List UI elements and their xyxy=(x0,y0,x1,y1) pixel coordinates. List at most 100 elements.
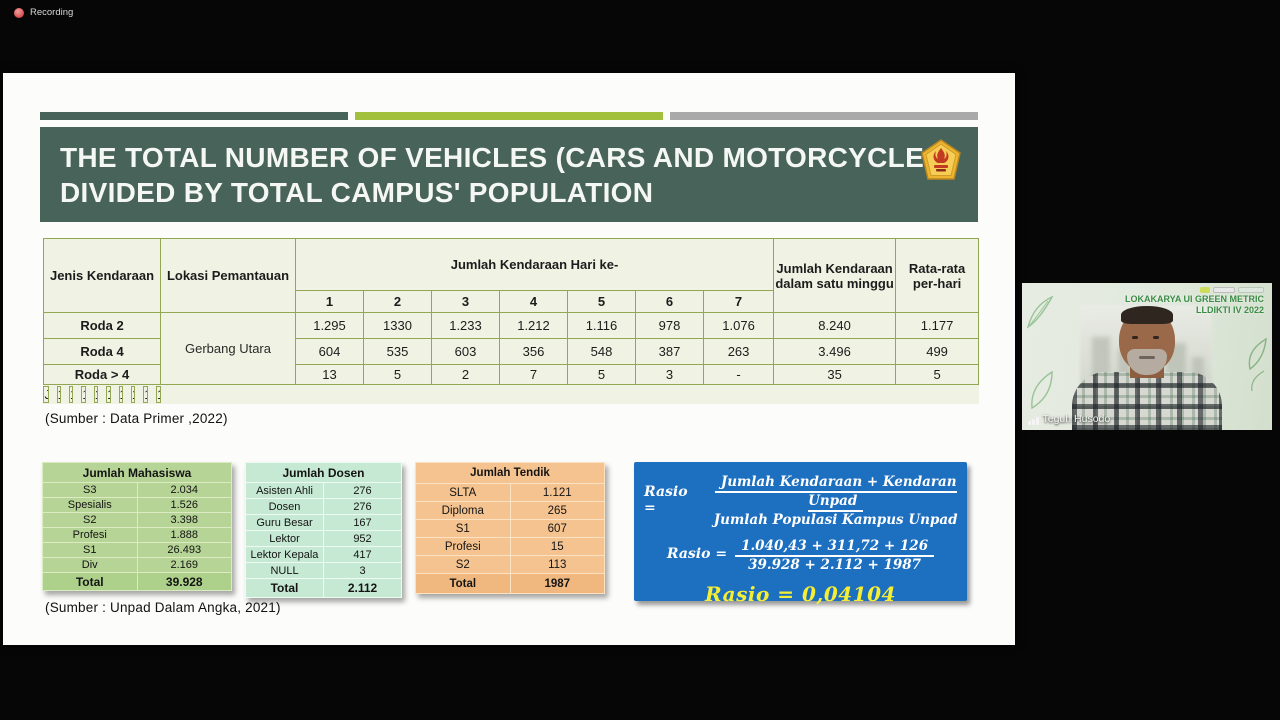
rasio-label: Rasio = xyxy=(666,546,728,562)
daily-avg: 1.177 xyxy=(895,312,980,339)
value-cell: 15 xyxy=(509,537,605,556)
mahasiswa-table: Jumlah Mahasiswa S3 2.034 Spesialis 1.526 … xyxy=(42,462,232,591)
row-label: Roda 4 xyxy=(43,338,161,365)
day-value: 3 xyxy=(635,364,704,385)
value-cell: 113 xyxy=(509,555,605,574)
daily-avg: 5 xyxy=(895,364,980,385)
table-footer-row-jumlah: Jumlah 1.912 1.870 1.838 1.775 1.669 1.3… xyxy=(43,385,161,404)
value-cell: 417 xyxy=(323,546,402,563)
table-header-row: Jenis Kendaraan Lokasi Pemantauan Jumlah… xyxy=(43,238,980,313)
day-header: 1 xyxy=(295,290,364,313)
tendik-table-title: Jumlah Tendik xyxy=(415,462,605,484)
table-total-row: Total 2.112 xyxy=(245,578,402,598)
value-cell: 3.398 xyxy=(136,512,232,528)
table-row: Asisten Ahli 276 xyxy=(245,482,402,499)
recording-label: Recording xyxy=(30,7,74,18)
day-value: 387 xyxy=(635,338,704,365)
day-header: 4 xyxy=(499,290,568,313)
day-total: 1.669 xyxy=(106,386,111,403)
table-row: S1 26.493 xyxy=(42,542,232,558)
header-rata-rata: Rata-rata per-hari xyxy=(895,238,980,313)
total-label: Total xyxy=(415,573,511,594)
daily-avg: 499 xyxy=(895,338,980,365)
day-total: 1.912 xyxy=(56,386,61,403)
day-total: 1.368 xyxy=(118,386,123,403)
event-title-line2: LLDIKTI IV 2022 xyxy=(1195,305,1264,315)
category-cell: Div xyxy=(42,557,138,573)
fraction-numerator: Jumlah Kendaraan + Kendaran Unpad xyxy=(714,474,957,512)
webcam-tile[interactable]: LOKAKARYA UI GREEN METRIC LLDIKTI IV 202… xyxy=(1022,283,1272,430)
header-jenis-kendaraan: Jenis Kendaraan xyxy=(43,238,161,313)
value-cell: 276 xyxy=(323,498,402,515)
signal-bars-icon xyxy=(1028,417,1039,425)
day-header: 5 xyxy=(567,290,636,313)
day-value: 356 xyxy=(499,338,568,365)
day-header: 7 xyxy=(702,290,775,313)
day-header: 6 xyxy=(635,290,704,313)
day-value: 548 xyxy=(567,338,636,365)
day-total: 1.775 xyxy=(93,386,99,403)
day-value: 535 xyxy=(363,338,432,365)
table-row: Guru Besar 167 xyxy=(245,514,402,531)
value-cell: 1.526 xyxy=(136,497,232,513)
category-cell: Profesi xyxy=(415,537,511,556)
event-logo-icon xyxy=(1213,287,1235,293)
mahasiswa-table-title: Jumlah Mahasiswa xyxy=(42,462,232,483)
accent-bar-gray xyxy=(670,112,978,120)
day-total: 1.838 xyxy=(81,386,86,403)
day-value: 978 xyxy=(635,312,704,339)
value-cell: 167 xyxy=(323,514,402,531)
table-row: Spesialis 1.526 xyxy=(42,497,232,513)
leaf-doodle-icon xyxy=(1248,337,1267,392)
table-row: Diploma 265 xyxy=(415,501,605,520)
table-row: Profesi 1.888 xyxy=(42,527,232,543)
formula-fraction-symbolic: Jumlah Kendaraan + Kendaran Unpad Jumlah… xyxy=(704,471,967,528)
vehicle-count-table: Jenis Kendaraan Lokasi Pemantauan Jumlah… xyxy=(43,238,980,404)
week-total: 35 xyxy=(773,364,897,385)
dosen-table: Jumlah Dosen Asisten Ahli 276 Dosen 276 Gu… xyxy=(245,462,402,598)
row-label: Roda > 4 xyxy=(43,364,161,385)
row-label: Roda 2 xyxy=(43,312,161,339)
table-row: S3 2.034 xyxy=(42,482,232,498)
week-total: 8.240 xyxy=(773,312,897,339)
total-value: 39.928 xyxy=(136,572,232,591)
fraction-denominator: Jumlah Populasi Kampus Unpad xyxy=(713,512,958,528)
value-cell: 952 xyxy=(323,530,402,547)
day-value: 603 xyxy=(431,338,500,365)
day-value: - xyxy=(702,364,775,385)
presentation-slide: THE TOTAL NUMBER OF VEHICLES (CARS AND M… xyxy=(3,73,1015,645)
category-cell: SLTA xyxy=(415,483,511,502)
header-lokasi-pemantauan: Lokasi Pemantauan xyxy=(160,238,296,313)
value-cell: 265 xyxy=(509,501,605,520)
event-title-line1: LOKAKARYA UI GREEN METRIC xyxy=(1124,294,1264,304)
unpad-logo-icon xyxy=(921,139,961,180)
recording-indicator[interactable]: Recording xyxy=(14,7,73,18)
category-cell: Asisten Ahli xyxy=(245,482,324,499)
table-row: Div 2.169 xyxy=(42,557,232,573)
source-caption-primary: (Sumber : Data Primer ,2022) xyxy=(45,411,228,426)
lokasi-value: Gerbang Utara xyxy=(160,312,296,385)
day-value: 13 xyxy=(295,364,364,385)
day-total: 1.339 xyxy=(130,386,136,403)
total-label: Total xyxy=(42,572,138,591)
day-value: 1.116 xyxy=(567,312,636,339)
event-banner: LOKAKARYA UI GREEN METRIC LLDIKTI IV 202… xyxy=(1125,287,1264,316)
tendik-table: Jumlah Tendik SLTA 1.121 Diploma 265 S1 607… xyxy=(415,462,605,594)
category-cell: S1 xyxy=(415,519,511,538)
table-row: Profesi 15 xyxy=(415,537,605,556)
table-row: S1 607 xyxy=(415,519,605,538)
category-cell: Spesialis xyxy=(42,497,138,513)
table-row-roda2: Roda 2 Gerbang Utara 1.295 1330 1.233 1.… xyxy=(43,312,980,385)
total-label: Total xyxy=(245,578,324,598)
category-cell: S1 xyxy=(42,542,138,558)
value-cell: 1.121 xyxy=(509,483,605,502)
category-cell: Lektor xyxy=(245,530,324,547)
person-torso xyxy=(1072,372,1222,430)
accent-bar-light-green xyxy=(355,112,663,120)
category-cell: S2 xyxy=(415,555,511,574)
day-value: 1.212 xyxy=(499,312,568,339)
total-value: 1987 xyxy=(509,573,605,594)
category-cell: NULL xyxy=(245,562,324,579)
formula-fraction-numeric: 1.040,43 + 311,72 + 126 39.928 + 2.112 +… xyxy=(735,535,935,573)
header-jumlah-minggu: Jumlah Kendaraan dalam satu minggu xyxy=(773,238,897,313)
